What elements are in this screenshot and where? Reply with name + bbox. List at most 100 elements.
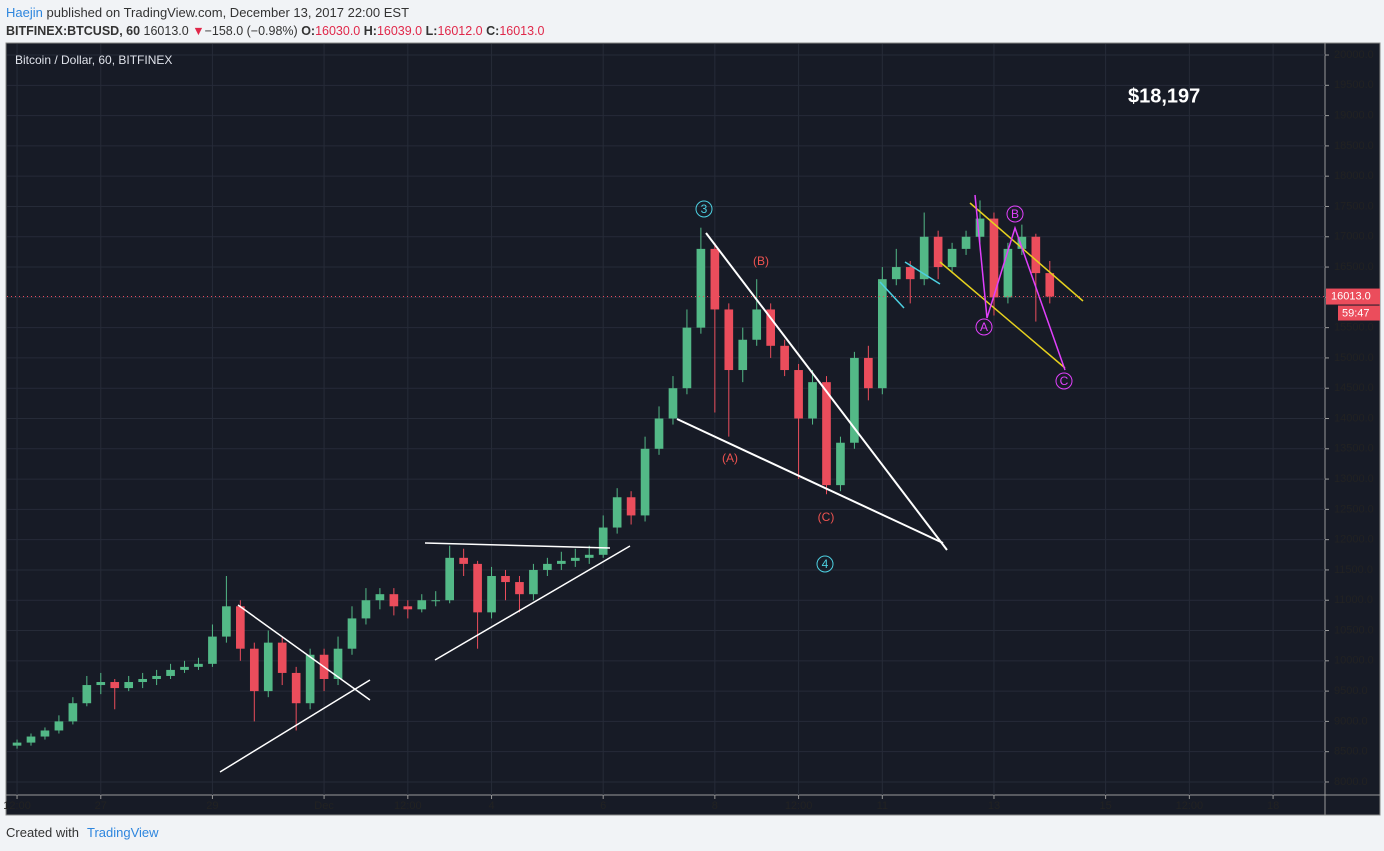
candle-body — [1003, 248, 1013, 298]
x-tick-label: 11 — [877, 800, 888, 812]
candle-body — [808, 382, 817, 419]
candle-body — [459, 557, 468, 564]
candle-body — [124, 682, 134, 689]
candle-body — [473, 563, 482, 613]
candle-body — [710, 248, 720, 310]
grid — [7, 44, 1325, 795]
h-label: H: — [363, 24, 377, 38]
header: Haejin published on TradingView.com, Dec… — [6, 4, 545, 40]
candle-body — [961, 236, 971, 249]
candle-body — [877, 279, 887, 389]
author[interactable]: Haejin — [6, 5, 43, 20]
candle-body — [919, 236, 929, 280]
candle-body — [26, 736, 36, 743]
candle-body — [82, 685, 92, 704]
candles — [12, 200, 1055, 749]
candle-body — [249, 648, 259, 692]
candle-body — [96, 682, 106, 686]
candle-body — [152, 675, 161, 679]
wave-path — [974, 194, 1066, 371]
x-tick-label: 29 — [206, 800, 218, 812]
y-tick-label: 10000.0 — [1334, 655, 1374, 667]
y-tick-label: 12500.0 — [1334, 503, 1374, 515]
candle-body — [361, 600, 371, 619]
candle-body — [836, 442, 845, 486]
last: 16013.0 — [143, 24, 189, 38]
l-label: L: — [425, 24, 438, 38]
candle-body — [1017, 236, 1027, 249]
candle-body — [417, 600, 427, 610]
candle-body — [389, 594, 399, 607]
header-line-2: BITFINEX:BTCUSD, 60 16013.0 ▼−158.0 (−0.… — [6, 22, 545, 40]
candle-body — [696, 248, 706, 328]
wave-label: B — [1011, 207, 1019, 221]
wave-label: (A) — [722, 451, 738, 465]
candle-body — [543, 563, 552, 570]
countdown: 59:47 — [1342, 307, 1370, 319]
candle-body — [40, 730, 50, 737]
candle-body — [68, 703, 78, 722]
drawings — [219, 194, 1084, 773]
trend-line — [879, 281, 905, 309]
x-tick-label: 12:00 — [394, 800, 422, 812]
y-tick-label: 15000.0 — [1334, 352, 1374, 364]
candle-body — [654, 418, 664, 449]
candle-body — [403, 606, 413, 610]
candle-body — [138, 678, 147, 683]
candle-body — [110, 682, 120, 689]
x-tick-label: 13 — [988, 800, 1000, 812]
y-tick-label: 16500.0 — [1334, 261, 1374, 273]
arrow: ▼ — [192, 24, 205, 38]
wave-circle — [975, 318, 993, 336]
countdown-tag — [1338, 305, 1380, 321]
y-tick-label: 13500.0 — [1334, 443, 1374, 455]
candle-body — [557, 560, 566, 564]
wave-label: (B) — [753, 254, 769, 268]
trend-line — [969, 202, 1084, 302]
candle-body — [291, 672, 301, 704]
y-tick-label: 9000.0 — [1334, 715, 1368, 727]
candle-body — [947, 248, 957, 268]
x-tick-label: Dec — [314, 800, 334, 812]
price-tag — [1326, 288, 1380, 305]
candle-body — [975, 218, 985, 237]
candle-body — [612, 497, 622, 528]
trend-line — [424, 542, 611, 549]
wave-circle — [1055, 372, 1073, 390]
wave-label: A — [980, 320, 988, 334]
candle-body — [277, 642, 287, 673]
change: −158.0 (−0.98%) — [204, 24, 298, 38]
y-tick-label: 17000.0 — [1334, 231, 1374, 243]
y-tick-label: 8500.0 — [1334, 746, 1368, 758]
o-label: O: — [301, 24, 316, 38]
y-tick-label: 11000.0 — [1334, 594, 1373, 606]
candle-body — [933, 236, 943, 268]
y-tick-label: 14500.0 — [1334, 382, 1374, 394]
wave-label: (C) — [818, 510, 835, 524]
trend-line — [904, 261, 941, 285]
y-tick-label: 18000.0 — [1334, 170, 1374, 182]
candle-body — [180, 666, 189, 670]
candle-body — [515, 582, 524, 595]
footer: Created with TradingView — [6, 825, 159, 840]
candle-body — [208, 636, 217, 664]
candle-body — [222, 606, 231, 637]
brand[interactable]: TradingView — [86, 825, 159, 840]
price-tag-label: 16013.0 — [1331, 290, 1371, 302]
header-line-1: Haejin published on TradingView.com, Dec… — [6, 4, 545, 22]
created: Created with — [6, 825, 79, 840]
candle-body — [1031, 236, 1041, 274]
candle-body — [431, 600, 441, 602]
price-note: $18,197 — [1128, 85, 1200, 107]
trend-line — [219, 679, 371, 773]
candle-body — [864, 357, 873, 389]
candle-body — [333, 648, 343, 679]
symbol: BITFINEX:BTCUSD, 60 — [6, 24, 141, 38]
trend-line — [676, 418, 944, 544]
candle-body — [584, 554, 594, 558]
chart-title: Bitcoin / Dollar, 60, BITFINEX — [15, 53, 172, 67]
candle-body — [166, 669, 175, 676]
y-tick-label: 10500.0 — [1334, 624, 1374, 636]
candle-body — [570, 557, 580, 561]
candle-body — [529, 569, 538, 595]
